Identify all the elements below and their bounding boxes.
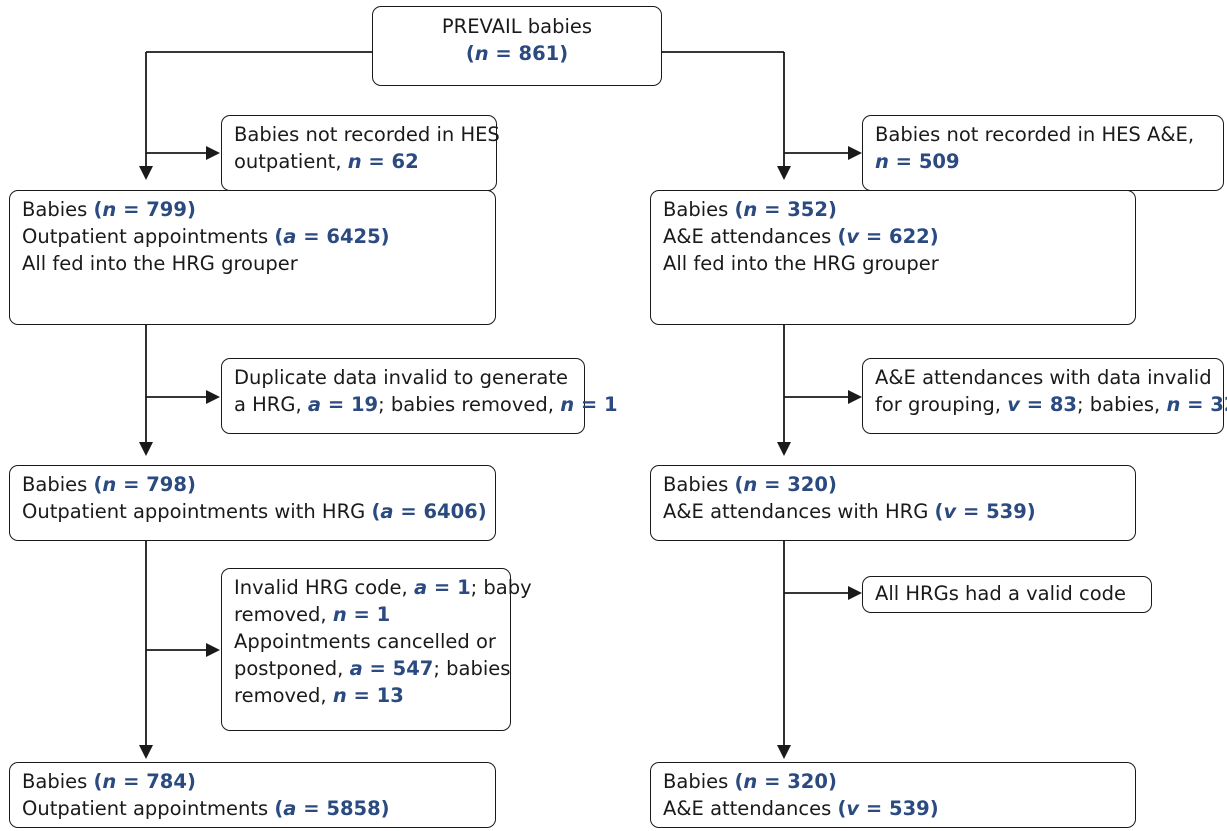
right-excl1-line2: n = 509 <box>875 150 960 173</box>
right-stage-3: Babies (n = 320) A&E attendances (v = 53… <box>650 762 1136 828</box>
left-stage1-line1: Babies (n = 799) <box>22 198 196 221</box>
left-excl3-line2: removed, n = 1 <box>234 603 391 626</box>
right-stage2-line2: A&E attendances with HRG (v = 539) <box>663 500 1036 523</box>
root-count: (n = 861) <box>465 42 569 65</box>
left-stage2-line2: Outpatient appointments with HRG (a = 64… <box>22 500 487 523</box>
left-stage3-line1: Babies (n = 784) <box>22 770 196 793</box>
left-stage-2: Babies (n = 798) Outpatient appointments… <box>9 465 496 541</box>
left-excl3-line3: Appointments cancelled or <box>234 630 496 653</box>
right-stage1-line3: All fed into the HRG grouper <box>663 252 939 275</box>
root-box: PREVAIL babies (n = 861) <box>372 6 662 86</box>
left-excl3-line1: Invalid HRG code, a = 1; baby <box>234 576 532 599</box>
left-stage-1: Babies (n = 799) Outpatient appointments… <box>9 190 496 325</box>
left-stage1-line2: Outpatient appointments (a = 6425) <box>22 225 390 248</box>
right-stage3-line1: Babies (n = 320) <box>663 770 837 793</box>
left-exclusion-1: Babies not recorded in HES outpatient, n… <box>221 115 500 191</box>
right-stage-1: Babies (n = 352) A&E attendances (v = 62… <box>650 190 1136 325</box>
right-stage-2: Babies (n = 320) A&E attendances with HR… <box>650 465 1136 541</box>
right-stage2-line1: Babies (n = 320) <box>663 473 837 496</box>
right-stage1-line1: Babies (n = 352) <box>663 198 837 221</box>
left-excl2-line2: a HRG, a = 19; babies removed, n = 1 <box>234 393 618 416</box>
left-exclusion-2: Duplicate data invalid to generate a HRG… <box>221 358 618 434</box>
left-stage-3: Babies (n = 784) Outpatient appointments… <box>9 762 496 828</box>
right-excl2-line2: for grouping, v = 83; babies, n = 32 <box>875 393 1227 416</box>
right-exclusion-1: Babies not recorded in HES A&E, n = 509 <box>862 115 1224 191</box>
left-stage2-line1: Babies (n = 798) <box>22 473 196 496</box>
right-stage3-line2: A&E attendances (v = 539) <box>663 797 939 820</box>
right-exclusion-3: All HRGs had a valid code <box>862 576 1152 613</box>
left-excl1-line1: Babies not recorded in HES <box>234 123 500 146</box>
right-excl3-line1: All HRGs had a valid code <box>875 582 1127 605</box>
left-excl1-line2: outpatient, n = 62 <box>234 150 419 173</box>
right-excl1-line1: Babies not recorded in HES A&E, <box>875 123 1195 146</box>
left-excl3-line4: postponed, a = 547; babies <box>234 657 511 680</box>
left-excl2-line1: Duplicate data invalid to generate <box>234 366 569 389</box>
left-stage1-line3: All fed into the HRG grouper <box>22 252 298 275</box>
right-stage1-line2: A&E attendances (v = 622) <box>663 225 939 248</box>
root-title: PREVAIL babies <box>441 15 593 38</box>
right-excl2-line1: A&E attendances with data invalid <box>875 366 1212 389</box>
left-stage3-line2: Outpatient appointments (a = 5858) <box>22 797 390 820</box>
left-exclusion-3: Invalid HRG code, a = 1; baby removed, n… <box>221 568 532 731</box>
left-excl3-line5: removed, n = 13 <box>234 684 404 707</box>
right-exclusion-2: A&E attendances with data invalid for gr… <box>862 358 1227 434</box>
